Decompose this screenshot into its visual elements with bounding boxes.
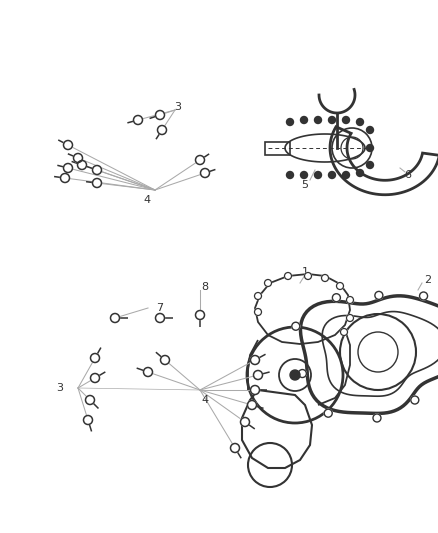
Circle shape — [84, 416, 92, 424]
Circle shape — [321, 274, 328, 281]
Circle shape — [332, 294, 340, 302]
Circle shape — [340, 328, 347, 335]
Circle shape — [314, 172, 321, 179]
Circle shape — [285, 272, 292, 279]
Circle shape — [195, 156, 205, 165]
Circle shape — [300, 172, 307, 179]
Circle shape — [240, 417, 250, 426]
Circle shape — [64, 164, 73, 173]
Circle shape — [254, 293, 261, 300]
Circle shape — [346, 314, 353, 321]
Circle shape — [324, 409, 332, 417]
Circle shape — [201, 168, 209, 177]
Circle shape — [367, 161, 374, 168]
Circle shape — [300, 117, 307, 124]
Circle shape — [328, 172, 336, 179]
Circle shape — [304, 272, 311, 279]
Circle shape — [286, 118, 293, 125]
Circle shape — [155, 313, 165, 322]
Circle shape — [158, 125, 166, 134]
Text: 2: 2 — [424, 275, 431, 285]
Circle shape — [367, 144, 374, 151]
Text: 7: 7 — [156, 303, 163, 313]
Circle shape — [292, 322, 300, 330]
Circle shape — [230, 443, 240, 453]
Circle shape — [92, 166, 102, 174]
Circle shape — [357, 169, 364, 176]
Circle shape — [251, 356, 259, 365]
Circle shape — [64, 141, 73, 149]
Text: 3: 3 — [57, 383, 64, 393]
Circle shape — [373, 414, 381, 422]
Text: 4: 4 — [143, 195, 151, 205]
Circle shape — [134, 116, 142, 125]
Circle shape — [160, 356, 170, 365]
Circle shape — [92, 179, 102, 188]
Circle shape — [254, 370, 262, 379]
Text: 4: 4 — [201, 395, 208, 405]
Circle shape — [314, 117, 321, 124]
Circle shape — [411, 396, 419, 404]
Circle shape — [357, 118, 364, 125]
Circle shape — [254, 309, 261, 316]
Text: 3: 3 — [174, 102, 181, 112]
Circle shape — [343, 172, 350, 179]
Circle shape — [290, 370, 300, 380]
Circle shape — [343, 117, 350, 124]
Circle shape — [247, 400, 257, 409]
Text: 6: 6 — [405, 170, 411, 180]
Circle shape — [85, 395, 95, 405]
Circle shape — [74, 154, 82, 163]
Circle shape — [336, 282, 343, 289]
Circle shape — [144, 367, 152, 376]
Circle shape — [195, 311, 205, 319]
Circle shape — [91, 374, 99, 383]
Circle shape — [367, 126, 374, 133]
Circle shape — [346, 296, 353, 303]
Circle shape — [375, 292, 383, 300]
Circle shape — [265, 279, 272, 287]
Circle shape — [78, 160, 86, 169]
Circle shape — [155, 110, 165, 119]
Circle shape — [91, 353, 99, 362]
Circle shape — [298, 369, 306, 377]
Circle shape — [420, 292, 427, 300]
Text: 5: 5 — [301, 180, 308, 190]
Text: 1: 1 — [301, 267, 308, 277]
Circle shape — [60, 174, 70, 182]
Circle shape — [328, 117, 336, 124]
Circle shape — [110, 313, 120, 322]
Text: 8: 8 — [201, 282, 208, 292]
Circle shape — [286, 172, 293, 179]
Circle shape — [251, 385, 259, 394]
